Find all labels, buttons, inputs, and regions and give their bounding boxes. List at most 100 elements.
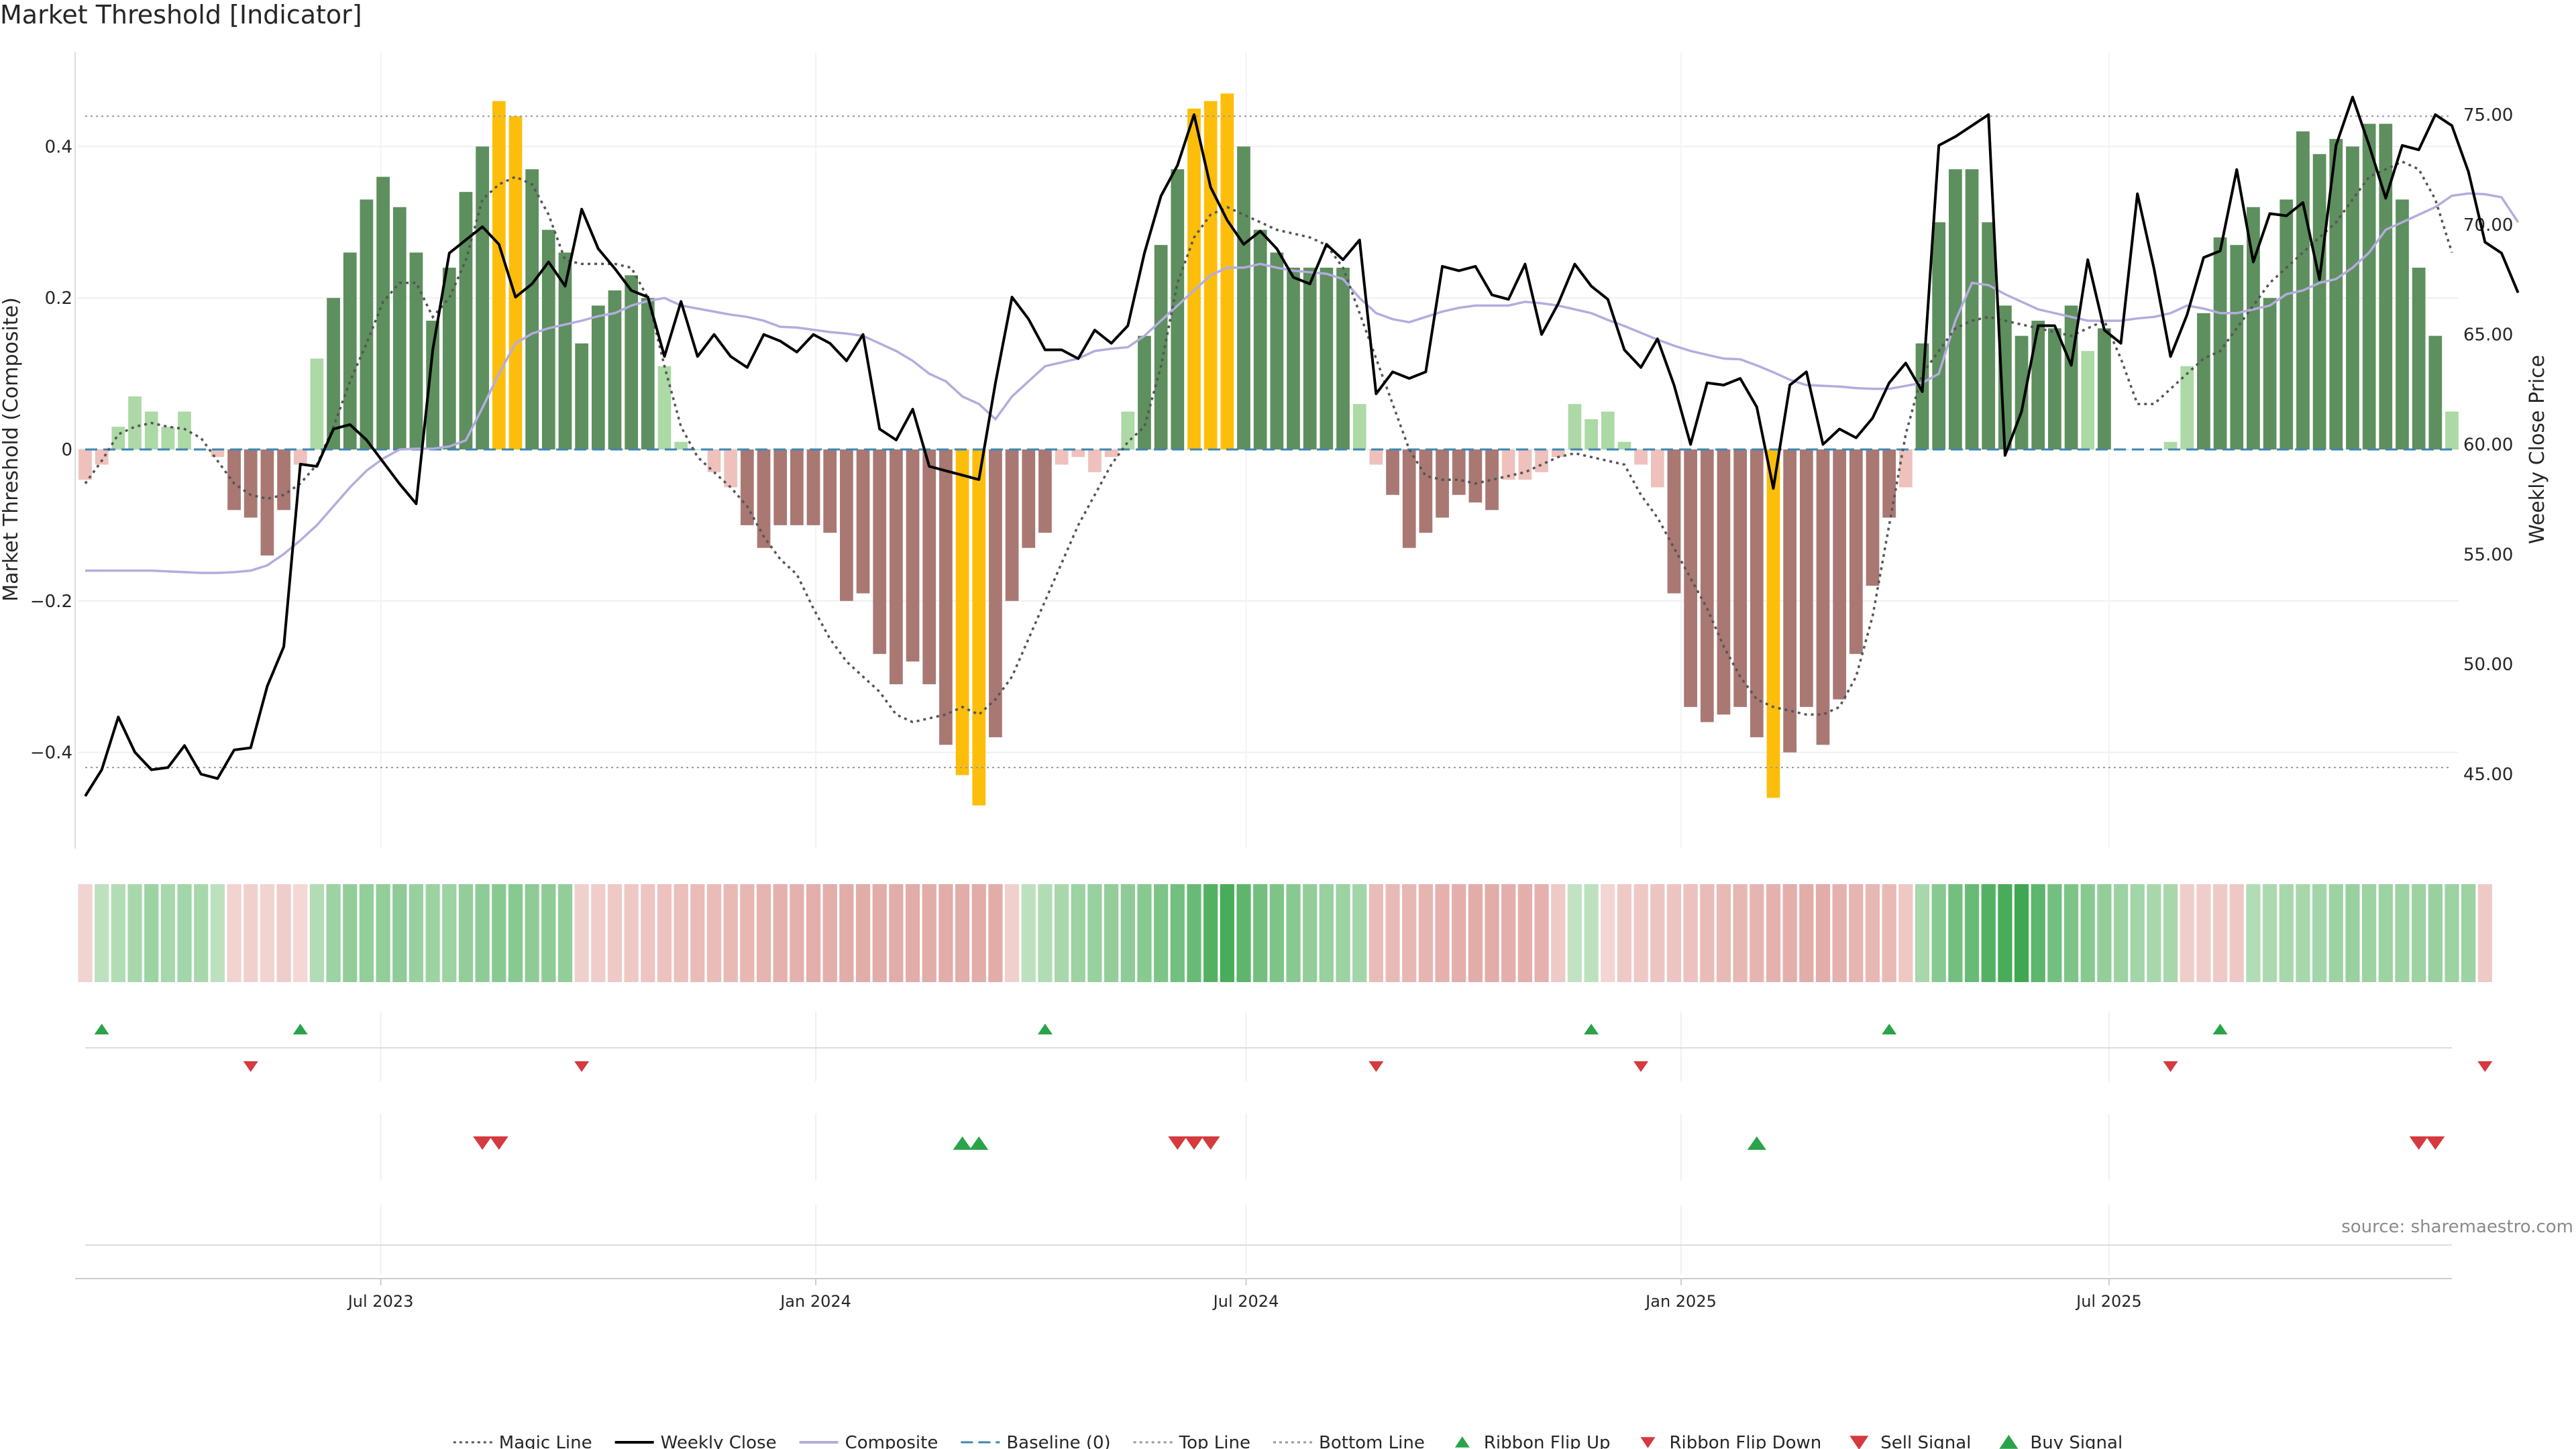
- ribbon-cell: [971, 884, 986, 982]
- ribbon-cell: [1733, 884, 1748, 982]
- ribbon-cell: [309, 884, 325, 982]
- ribbon-cell: [1054, 884, 1069, 982]
- composite-bar: [2312, 154, 2326, 449]
- composite-bar: [1038, 449, 1052, 533]
- buy-signal-markers: [953, 1136, 1766, 1150]
- ribbon-cell: [1617, 884, 1632, 982]
- ribbon-cell: [2014, 884, 2029, 982]
- composite-bar: [955, 449, 969, 775]
- ribbon-cell: [541, 884, 556, 982]
- composite-bar: [1601, 411, 1615, 449]
- composite-bar: [2445, 411, 2459, 449]
- composite-bar: [890, 449, 903, 684]
- composite-bar: [2412, 268, 2426, 449]
- composite-bar: [1948, 169, 1962, 449]
- ribbon-cell: [1452, 884, 1466, 982]
- ribbon-cell: [78, 884, 93, 982]
- ribbon-cell: [2445, 884, 2459, 982]
- composite-bar: [591, 305, 605, 449]
- composite-bar: [260, 449, 274, 556]
- ribbon-flip-down-marker: [574, 1061, 590, 1072]
- composite-bar: [1650, 449, 1664, 488]
- ribbon-cell: [2263, 884, 2277, 982]
- composite-bar: [2346, 146, 2359, 449]
- composite-bar: [1982, 222, 1996, 449]
- ribbon-cell: [1815, 884, 1831, 982]
- ribbon-cell: [706, 884, 722, 982]
- ribbon-cell: [1551, 884, 1566, 982]
- composite-bar: [1898, 449, 1913, 488]
- composite-bar: [1485, 449, 1499, 511]
- ribbon-cell: [2378, 884, 2393, 982]
- ribbon-cell: [210, 884, 225, 982]
- ribbon-cell: [806, 884, 821, 982]
- composite-bar: [327, 298, 340, 449]
- composite-bar: [790, 449, 804, 525]
- composite-bar: [1684, 449, 1697, 707]
- composite-bar: [1253, 229, 1267, 449]
- ribbon-cell: [1220, 884, 1234, 982]
- composite-bar: [1402, 449, 1416, 548]
- ribbon-cell: [1650, 884, 1665, 982]
- composite-bar: [2163, 441, 2178, 449]
- composite-bar: [2279, 199, 2294, 449]
- composite-bar: [95, 449, 109, 465]
- composite-bar: [525, 169, 539, 449]
- ribbon-cell: [1154, 884, 1169, 982]
- ribbon-cell: [1468, 884, 1483, 982]
- ribbon-cell: [557, 884, 573, 982]
- composite-bar: [476, 146, 489, 449]
- buy-signal-marker: [1747, 1136, 1766, 1150]
- legend-label: Ribbon Flip Down: [1669, 1433, 1821, 1449]
- ribbon-cell: [127, 884, 142, 982]
- ribbon-cell: [1501, 884, 1516, 982]
- composite-bar: [1717, 449, 1731, 715]
- composite-bar: [1783, 449, 1797, 753]
- ribbon-flip-down-marker: [1368, 1061, 1384, 1072]
- ribbon-cell: [1071, 884, 1085, 982]
- right-tick-label: 50.00: [2463, 655, 2513, 675]
- ribbon-cell: [508, 884, 523, 982]
- ribbon-cell: [822, 884, 837, 982]
- ribbon-cell: [922, 884, 936, 982]
- composite-bar: [1535, 449, 1548, 472]
- composite-line: [85, 192, 2520, 574]
- composite-bar: [1617, 441, 1631, 449]
- composite-bar: [426, 321, 439, 449]
- composite-bar: [409, 252, 423, 449]
- right-tick-label: 70.00: [2463, 215, 2513, 235]
- ribbon-cell: [1766, 884, 1781, 982]
- legend-swatch: [1999, 1434, 2019, 1449]
- ribbon-cell: [409, 884, 424, 982]
- ribbon-cell: [1336, 884, 1350, 982]
- composite-bar: [641, 298, 655, 449]
- legend-label: Buy Signal: [2030, 1433, 2123, 1449]
- composite-bar: [989, 449, 1002, 738]
- composite-bar: [740, 449, 754, 525]
- ribbon-cell: [1898, 884, 1913, 982]
- composite-bar: [1468, 449, 1483, 503]
- composite-bar: [111, 427, 125, 449]
- ribbon-cell: [2477, 884, 2492, 982]
- composite-bar: [1270, 252, 1284, 449]
- composite-bar: [1750, 449, 1764, 738]
- ribbon-cell: [1567, 884, 1582, 982]
- ribbon-cell: [1948, 884, 1963, 982]
- left-tick-label: 0: [61, 440, 72, 460]
- composite-bar: [840, 449, 853, 601]
- composite-bar: [1816, 449, 1830, 745]
- composite-bar: [459, 192, 473, 449]
- ribbon-cell: [988, 884, 1003, 982]
- composite-bar: [227, 449, 241, 511]
- x-tick-label: Jan 2025: [1644, 1292, 1717, 1311]
- ribbon-cell: [773, 884, 788, 982]
- left-tick-label: −0.2: [30, 592, 72, 612]
- composite-bar: [1915, 343, 1929, 449]
- ribbon-cell: [1832, 884, 1847, 982]
- ribbon-cell: [1253, 884, 1268, 982]
- magic-line: [84, 160, 2453, 724]
- ribbon-cell: [1799, 884, 1814, 982]
- ribbon-cell: [1964, 884, 1980, 982]
- composite-bar: [724, 449, 738, 488]
